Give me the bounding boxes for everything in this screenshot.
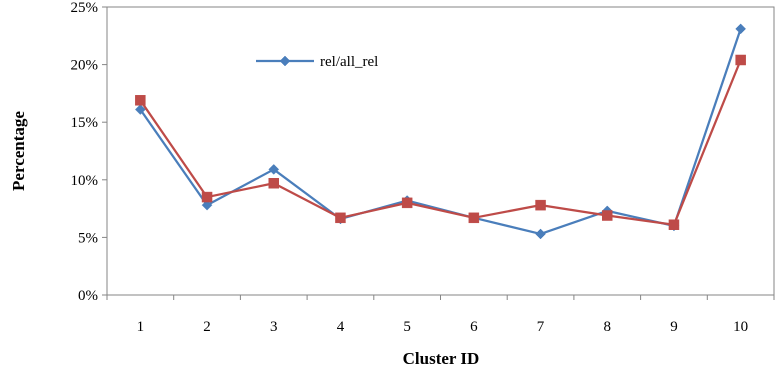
y-tick-label: 25%	[71, 0, 99, 16]
x-tick-label: 2	[203, 319, 211, 335]
series-1-point	[201, 199, 213, 211]
x-tick-label: 6	[470, 319, 478, 335]
series-2-point	[468, 212, 480, 224]
series-1-line	[139, 28, 742, 236]
x-tick-label: 1	[137, 319, 145, 335]
x-tick-label: 9	[670, 319, 678, 335]
series-2-point	[268, 178, 279, 189]
series-layer	[134, 23, 747, 240]
y-axis-title: Percentage	[9, 111, 28, 191]
y-tick-label: 20%	[71, 58, 99, 74]
series-1-point	[268, 164, 280, 175]
series-1	[134, 23, 747, 240]
series-1-point	[535, 228, 546, 240]
x-tick-label: 4	[337, 319, 345, 335]
legend-marker	[279, 55, 291, 67]
legend: rel/all_rel	[256, 54, 378, 70]
y-tick-label: 0%	[78, 288, 98, 304]
x-tick-label: 8	[604, 319, 612, 335]
series-1-point	[134, 104, 146, 115]
y-tick-label: 5%	[78, 230, 98, 246]
x-axis-title: Cluster ID	[403, 349, 480, 368]
series-2-point	[668, 219, 680, 230]
x-tick-label: 7	[537, 319, 545, 335]
x-tick-label: 3	[270, 319, 278, 335]
x-tick-label: 5	[403, 319, 411, 335]
series-2-line	[139, 59, 742, 226]
y-axis: 0% 5% 10% 15% 20% 25%	[71, 0, 107, 304]
series-2-point	[735, 54, 746, 66]
series-2	[135, 54, 746, 230]
legend-label: rel/all_rel	[320, 54, 378, 70]
x-axis: 1 2 3 4 5 6 7 8 9 10	[106, 295, 775, 335]
series-2-point	[401, 197, 413, 209]
plot-area	[106, 6, 775, 296]
series-2-point	[335, 212, 346, 224]
x-tick-label: 10	[733, 319, 748, 335]
series-2-point	[201, 191, 213, 203]
y-tick-label: 10%	[71, 173, 99, 189]
series-2-point	[602, 210, 613, 221]
series-1-point	[735, 23, 747, 35]
series-2-point	[135, 95, 146, 106]
series-2-point	[535, 199, 546, 211]
y-tick-label: 15%	[71, 115, 99, 131]
plot-border	[106, 6, 775, 296]
